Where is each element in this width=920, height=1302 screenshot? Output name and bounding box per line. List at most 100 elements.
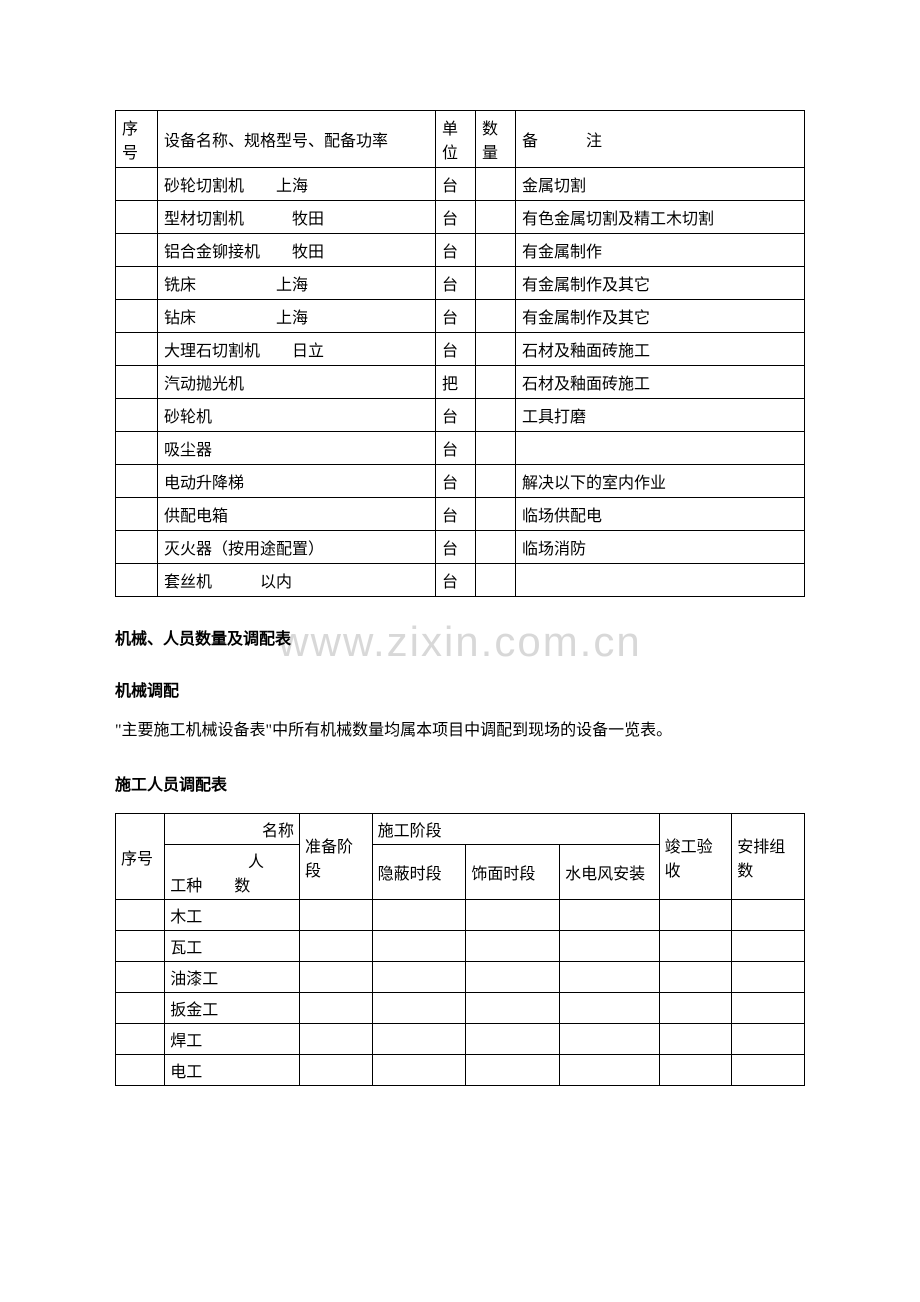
cell-value bbox=[732, 931, 805, 962]
table-row: 型材切割机 牧田台有色金属切割及精工木切割 bbox=[116, 201, 805, 234]
table-row: 砂轮机台工具打磨 bbox=[116, 399, 805, 432]
cell-seq bbox=[116, 1055, 165, 1086]
cell-qty bbox=[476, 333, 516, 366]
cell-qty bbox=[476, 465, 516, 498]
cell-unit: 台 bbox=[436, 432, 476, 465]
cell-unit: 台 bbox=[436, 234, 476, 267]
table-row: 供配电箱台临场供配电 bbox=[116, 498, 805, 531]
cell-name: 铝合金铆接机 牧田 bbox=[158, 234, 436, 267]
cell-remark: 石材及釉面砖施工 bbox=[516, 366, 805, 399]
table-row: 木工 bbox=[116, 900, 805, 931]
heading-personnel: 施工人员调配表 bbox=[115, 771, 805, 795]
table2-header-row1: 序号 名称 准备阶段 施工阶段 竣工验收 安排组数 bbox=[116, 814, 805, 845]
cell-name: 砂轮切割机 上海 bbox=[158, 168, 436, 201]
cell-value bbox=[372, 1024, 466, 1055]
cell-unit: 把 bbox=[436, 366, 476, 399]
cell-name: 套丝机 以内 bbox=[158, 564, 436, 597]
cell-qty bbox=[476, 168, 516, 201]
cell-value bbox=[659, 931, 732, 962]
cell-remark: 有色金属切割及精工木切割 bbox=[516, 201, 805, 234]
cell-name: 型材切割机 牧田 bbox=[158, 201, 436, 234]
cell-seq bbox=[116, 465, 158, 498]
cell-unit: 台 bbox=[436, 333, 476, 366]
cell-value bbox=[659, 993, 732, 1024]
cell-qty bbox=[476, 432, 516, 465]
table-row: 焊工 bbox=[116, 1024, 805, 1055]
cell-value bbox=[299, 962, 372, 993]
cell-qty bbox=[476, 267, 516, 300]
t2-header-p3: 水电风安装 bbox=[560, 845, 660, 900]
header-unit: 单位 bbox=[436, 111, 476, 168]
header-qty: 数量 bbox=[476, 111, 516, 168]
cell-value bbox=[560, 993, 660, 1024]
cell-value bbox=[560, 1055, 660, 1086]
cell-remark: 石材及釉面砖施工 bbox=[516, 333, 805, 366]
cell-value bbox=[466, 962, 560, 993]
cell-value bbox=[466, 1055, 560, 1086]
cell-remark: 临场消防 bbox=[516, 531, 805, 564]
cell-unit: 台 bbox=[436, 564, 476, 597]
table-row: 套丝机 以内台 bbox=[116, 564, 805, 597]
cell-value bbox=[732, 1024, 805, 1055]
cell-seq bbox=[116, 498, 158, 531]
cell-qty bbox=[476, 564, 516, 597]
cell-value bbox=[659, 900, 732, 931]
cell-value bbox=[560, 900, 660, 931]
cell-name: 灭火器（按用途配置） bbox=[158, 531, 436, 564]
cell-name: 汽动抛光机 bbox=[158, 366, 436, 399]
cell-unit: 台 bbox=[436, 531, 476, 564]
cell-remark: 有金属制作 bbox=[516, 234, 805, 267]
cell-value bbox=[732, 1055, 805, 1086]
cell-remark: 解决以下的室内作业 bbox=[516, 465, 805, 498]
cell-seq bbox=[116, 333, 158, 366]
cell-value bbox=[372, 1055, 466, 1086]
cell-value bbox=[299, 900, 372, 931]
cell-seq bbox=[116, 168, 158, 201]
cell-unit: 台 bbox=[436, 399, 476, 432]
table-row: 扳金工 bbox=[116, 993, 805, 1024]
cell-name: 砂轮机 bbox=[158, 399, 436, 432]
cell-value bbox=[659, 1024, 732, 1055]
t2-header-group: 安排组数 bbox=[732, 814, 805, 900]
cell-name: 电工 bbox=[165, 1055, 300, 1086]
table-header-row: 序号 设备名称、规格型号、配备功率 单位 数量 备 注 bbox=[116, 111, 805, 168]
cell-value bbox=[732, 900, 805, 931]
cell-name: 供配电箱 bbox=[158, 498, 436, 531]
table-row: 吸尘器台 bbox=[116, 432, 805, 465]
heading-allocation: 机械、人员数量及调配表 bbox=[115, 625, 805, 649]
t2-header-name-top: 名称 bbox=[165, 814, 300, 845]
cell-value bbox=[372, 900, 466, 931]
cell-name: 扳金工 bbox=[165, 993, 300, 1024]
table-row: 电工 bbox=[116, 1055, 805, 1086]
cell-name: 电动升降梯 bbox=[158, 465, 436, 498]
cell-name: 铣床 上海 bbox=[158, 267, 436, 300]
t2-header-name-sub: 工种 数 bbox=[170, 872, 294, 896]
cell-unit: 台 bbox=[436, 498, 476, 531]
table-row: 油漆工 bbox=[116, 962, 805, 993]
cell-value bbox=[299, 1055, 372, 1086]
cell-value bbox=[466, 1024, 560, 1055]
table-row: 大理石切割机 日立台 石材及釉面砖施工 bbox=[116, 333, 805, 366]
table-row: 电动升降梯台 解决以下的室内作业 bbox=[116, 465, 805, 498]
cell-seq bbox=[116, 366, 158, 399]
cell-value bbox=[466, 931, 560, 962]
cell-name: 油漆工 bbox=[165, 962, 300, 993]
table-row: 铝合金铆接机 牧田台 有金属制作 bbox=[116, 234, 805, 267]
cell-seq bbox=[116, 564, 158, 597]
cell-unit: 台 bbox=[436, 465, 476, 498]
equipment-table: 序号 设备名称、规格型号、配备功率 单位 数量 备 注 砂轮切割机 上海台金属切… bbox=[115, 110, 805, 597]
cell-remark: 有金属制作及其它 bbox=[516, 267, 805, 300]
cell-name: 吸尘器 bbox=[158, 432, 436, 465]
cell-value bbox=[659, 1055, 732, 1086]
cell-name: 大理石切割机 日立 bbox=[158, 333, 436, 366]
cell-seq bbox=[116, 1024, 165, 1055]
cell-qty bbox=[476, 201, 516, 234]
cell-value bbox=[560, 962, 660, 993]
table-row: 铣床 上海台有金属制作及其它 bbox=[116, 267, 805, 300]
paragraph-machinery: "主要施工机械设备表"中所有机械数量均属本项目中调配到现场的设备一览表。 bbox=[115, 719, 805, 743]
cell-value bbox=[299, 993, 372, 1024]
cell-qty bbox=[476, 531, 516, 564]
cell-seq bbox=[116, 900, 165, 931]
cell-value bbox=[466, 993, 560, 1024]
table-row: 灭火器（按用途配置）台 临场消防 bbox=[116, 531, 805, 564]
